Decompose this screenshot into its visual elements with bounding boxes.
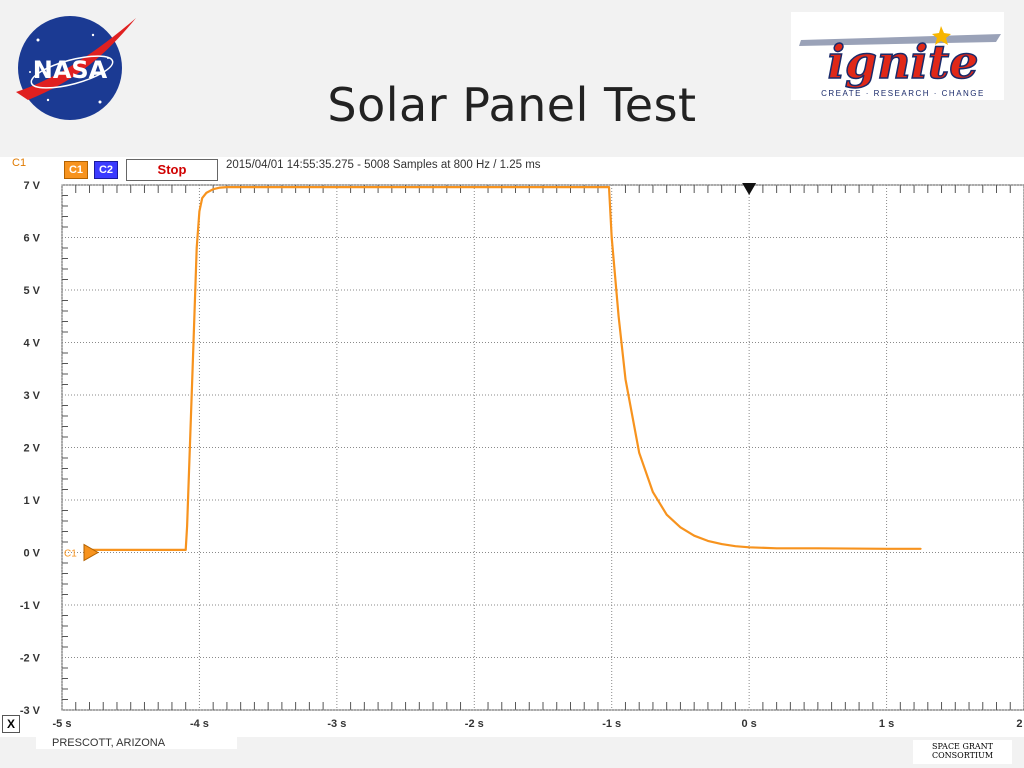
x-tick-label: 1 s	[879, 718, 894, 730]
x-tick-label: -1 s	[602, 718, 621, 730]
space-grant-logo: SPACE GRANT CONSORTIUM	[913, 740, 1012, 764]
c1-data-point	[720, 543, 723, 545]
x-tick-label: 0 s	[741, 718, 756, 730]
y-tick-label: 2 V	[23, 443, 40, 455]
voltage-chart: -5 s -4 s -3 s -2 s -1 s 0 s 1 s 2 s 7 V 6 V 5 V 4 …	[20, 180, 1024, 730]
oscilloscope-panel: -5 s -4 s -3 s -2 s -1 s 0 s 1 s 2 s 7 V 6 V 5 V 4 …	[0, 157, 1024, 737]
stop-button[interactable]: Stop	[126, 159, 218, 181]
trace-layer	[88, 186, 922, 551]
y-tick-label: 5 V	[23, 285, 40, 297]
acquisition-info: 2015/04/01 14:55:35.275 - 5008 Samples a…	[226, 159, 541, 171]
c1-data-point	[608, 186, 610, 188]
c1-data-point	[198, 210, 201, 213]
y-tick-label: 4 V	[23, 338, 40, 350]
c1-data-point	[617, 315, 620, 318]
c1-data-point	[920, 548, 922, 550]
c1-data-point	[604, 186, 606, 188]
c1-ground-marker	[83, 543, 100, 562]
c1-data-point	[201, 197, 203, 199]
c1-data-point	[817, 547, 819, 550]
y-tick-label: 3 V	[23, 390, 40, 402]
c1-data-point	[219, 186, 221, 189]
x-tick-label: -4 s	[190, 718, 209, 730]
y-tick-label: -2 V	[20, 653, 41, 665]
c1-trace	[89, 186, 921, 551]
c1-data-point	[195, 247, 198, 249]
y-tick-label: 1 V	[23, 495, 40, 507]
c1-ground-label: C1	[64, 549, 77, 560]
c1-data-point	[775, 547, 778, 550]
tick-labels: -5 s -4 s -3 s -2 s -1 s 0 s 1 s 2 s 7 V 6 V 5 V 4 …	[20, 180, 1024, 730]
c1-data-point	[191, 368, 194, 370]
c1-data-point	[226, 186, 228, 188]
c1-data-point	[679, 526, 682, 529]
c1-data-point	[473, 186, 476, 188]
c1-data-point	[212, 188, 214, 190]
y-tick-label: 6 V	[23, 233, 40, 245]
space-grant-line-2: CONSORTIUM	[931, 751, 994, 760]
location-label: PRESCOTT, ARIZONA	[36, 737, 237, 749]
c1-data-point	[665, 513, 668, 516]
x-tick-label: 2 s	[1016, 718, 1024, 730]
x-tick-label: -3 s	[327, 718, 346, 730]
c1-data-point	[734, 545, 737, 547]
grid	[61, 184, 1024, 711]
nasa-logo-text: NASA	[33, 56, 108, 84]
c1-data-point	[707, 540, 709, 542]
c1-data-point	[610, 236, 613, 239]
c1-data-point	[184, 549, 187, 551]
x-axis-button[interactable]: X	[2, 715, 20, 733]
channel-2-button[interactable]: C2	[94, 161, 118, 179]
y-tick-label: -1 V	[20, 600, 41, 612]
ignite-logo: ignite CREATE · RESEARCH · CHANGE	[791, 12, 1004, 100]
channel-label: C1	[12, 157, 27, 169]
y-tick-label: -3 V	[20, 705, 41, 717]
space-grant-line-1: SPACE GRANT	[932, 742, 993, 751]
c1-data-point	[885, 548, 888, 550]
nasa-logo: NASA	[8, 10, 140, 122]
trigger-marker	[742, 183, 757, 195]
c1-data-point	[748, 546, 750, 549]
c1-data-point	[186, 525, 188, 528]
y-tick-label: 7 V	[23, 180, 40, 192]
c1-data-point	[205, 192, 208, 194]
c1-data-point	[638, 452, 640, 454]
x-tick-label: -2 s	[465, 718, 484, 730]
markers: C1	[64, 183, 757, 562]
c1-data-point	[624, 378, 627, 381]
slide-title: Solar Panel Test	[327, 78, 697, 132]
ignite-logo-text: ignite	[827, 35, 978, 89]
c1-data-point	[652, 491, 654, 493]
c1-data-point	[267, 186, 269, 188]
y-tick-label: 0 V	[23, 548, 40, 560]
channel-1-button[interactable]: C1	[64, 161, 88, 179]
c1-data-point	[693, 534, 695, 537]
ignite-tagline: CREATE · RESEARCH · CHANGE	[821, 89, 985, 98]
x-tick-label: -5 s	[53, 718, 72, 730]
